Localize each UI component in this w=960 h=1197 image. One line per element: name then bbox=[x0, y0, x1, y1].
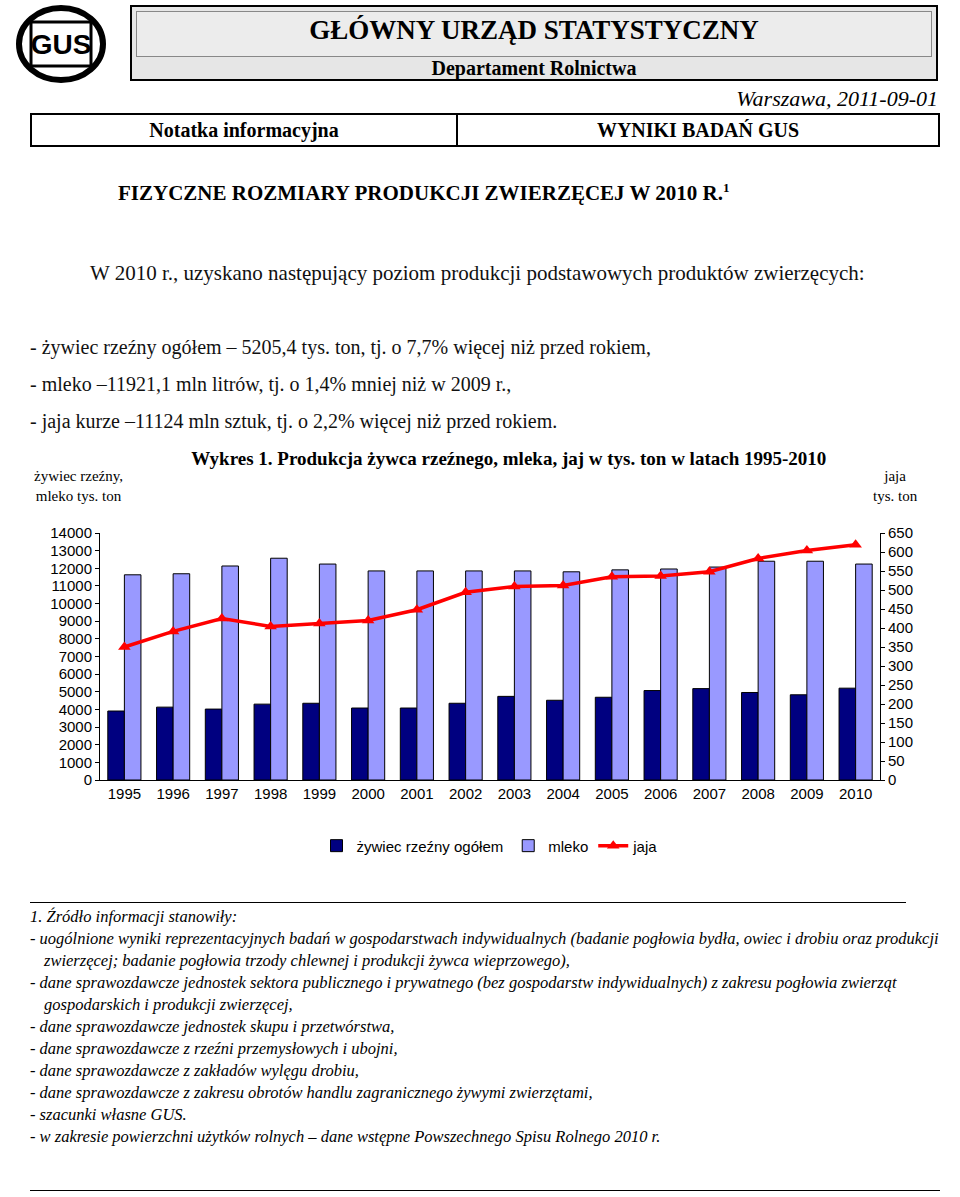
html-text:GŁÓWNY URZĄD STATYSTYCZNY: GŁÓWNY URZĄD STATYSTYCZNY bbox=[309, 15, 759, 45]
html-text:- szacunki własne GUS.: - szacunki własne GUS. bbox=[30, 1105, 187, 1124]
svg-text:8000: 8000 bbox=[59, 630, 92, 647]
svg-text:14000: 14000 bbox=[50, 524, 92, 541]
html-text:- żywiec rzeźny ogółem – 5205,: - żywiec rzeźny ogółem – 5205,4 tys. ton… bbox=[30, 336, 651, 358]
svg-text:jajatys. ton: jajatys. ton bbox=[873, 468, 918, 504]
svg-text:550: 550 bbox=[888, 562, 913, 579]
html-text:- dane sprawozdawcze z rzeźni: - dane sprawozdawcze z rzeźni przemysłow… bbox=[30, 1039, 398, 1058]
svg-text:5000: 5000 bbox=[59, 683, 92, 700]
svg-text:4000: 4000 bbox=[59, 701, 92, 718]
html-text:- dane sprawozdawcze z zakresu: - dane sprawozdawcze z zakresu obrotów h… bbox=[30, 1083, 593, 1102]
svg-text:2008: 2008 bbox=[741, 785, 774, 802]
html-text:WYNIKI BADAŃ GUS: WYNIKI BADAŃ GUS bbox=[596, 119, 800, 141]
svg-text:100: 100 bbox=[888, 733, 913, 750]
svg-text:150: 150 bbox=[888, 714, 913, 731]
svg-text:2003: 2003 bbox=[498, 785, 531, 802]
svg-text:2009: 2009 bbox=[790, 785, 823, 802]
html-text:- dane sprawozdawcze z zakładó: - dane sprawozdawcze z zakładów wylęgu d… bbox=[30, 1061, 359, 1080]
svg-text:650: 650 bbox=[888, 524, 913, 541]
html-text:- dane sprawozdawcze jednostek: - dane sprawozdawcze jednostek skupu i p… bbox=[30, 1017, 395, 1036]
html-text:FIZYCZNE ROZMIARY PRODUKCJI ZW: FIZYCZNE ROZMIARY PRODUKCJI ZWIERZĘCEJ W… bbox=[118, 180, 730, 205]
svg-text:1995: 1995 bbox=[108, 785, 141, 802]
svg-text:9000: 9000 bbox=[59, 612, 92, 629]
svg-text:450: 450 bbox=[888, 600, 913, 617]
svg-text:2000: 2000 bbox=[59, 736, 92, 753]
html-text:- jaja kurze –11124 mln sztuk,: - jaja kurze –11124 mln sztuk, tj. o 2,2… bbox=[30, 410, 558, 432]
svg-text:żywiec rzeźny ogółem: żywiec rzeźny ogółem bbox=[357, 838, 504, 855]
svg-text:200: 200 bbox=[888, 695, 913, 712]
svg-text:2001: 2001 bbox=[400, 785, 433, 802]
svg-text:2002: 2002 bbox=[449, 785, 482, 802]
html-text:- mleko –11921,1 mln litrów, t: - mleko –11921,1 mln litrów, tj. o 1,4% … bbox=[30, 373, 512, 395]
svg-text:1000: 1000 bbox=[59, 754, 92, 771]
html-text:- uogólnione wyniki reprezenta: - uogólnione wyniki reprezentacyjnych ba… bbox=[30, 929, 939, 970]
svg-text:400: 400 bbox=[888, 619, 913, 636]
html-text:- dane sprawozdawcze jednostek: - dane sprawozdawcze jednostek sektora p… bbox=[30, 973, 897, 1014]
svg-text:2010: 2010 bbox=[839, 785, 872, 802]
svg-text:500: 500 bbox=[888, 581, 913, 598]
svg-text:50: 50 bbox=[888, 752, 905, 769]
html-text:Warszawa, 2011-09-01: Warszawa, 2011-09-01 bbox=[736, 86, 938, 111]
svg-text:3000: 3000 bbox=[59, 718, 92, 735]
svg-text:11000: 11000 bbox=[51, 577, 92, 594]
svg-text:mleko: mleko bbox=[548, 838, 588, 855]
svg-text:1999: 1999 bbox=[303, 785, 336, 802]
html-text:Notatka informacyjna: Notatka informacyjna bbox=[149, 119, 339, 141]
svg-text:Wykres 1. Produkcja żywca rzeź: Wykres 1. Produkcja żywca rzeźnego, mlek… bbox=[191, 448, 826, 469]
svg-text:10000: 10000 bbox=[50, 595, 92, 612]
html-text:W 2010 r., uzyskano następując: W 2010 r., uzyskano następujący poziom p… bbox=[90, 261, 865, 285]
svg-text:300: 300 bbox=[888, 657, 913, 674]
html-text:1. Źródło informacji stanowiły: 1. Źródło informacji stanowiły: bbox=[30, 907, 238, 926]
svg-text:0: 0 bbox=[888, 771, 896, 788]
svg-text:1998: 1998 bbox=[254, 785, 287, 802]
svg-text:6000: 6000 bbox=[59, 665, 92, 682]
svg-text:1997: 1997 bbox=[205, 785, 238, 802]
svg-text:600: 600 bbox=[888, 543, 913, 560]
svg-text:350: 350 bbox=[888, 638, 913, 655]
svg-text:2007: 2007 bbox=[693, 785, 726, 802]
svg-text:1996: 1996 bbox=[156, 785, 189, 802]
svg-text:GUS: GUS bbox=[31, 29, 92, 60]
svg-text:13000: 13000 bbox=[50, 542, 92, 559]
svg-text:7000: 7000 bbox=[59, 648, 92, 665]
svg-text:jaja: jaja bbox=[632, 838, 657, 855]
svg-text:250: 250 bbox=[888, 676, 913, 693]
svg-text:2004: 2004 bbox=[546, 785, 579, 802]
svg-text:0: 0 bbox=[84, 771, 92, 788]
svg-text:2000: 2000 bbox=[351, 785, 384, 802]
svg-text:2005: 2005 bbox=[595, 785, 628, 802]
svg-text:2006: 2006 bbox=[644, 785, 677, 802]
html-text:- w zakresie powierzchni użytk: - w zakresie powierzchni użytków rolnych… bbox=[30, 1127, 661, 1146]
svg-text:12000: 12000 bbox=[50, 560, 92, 577]
html-text:Departament Rolnictwa: Departament Rolnictwa bbox=[431, 57, 637, 79]
svg-text:żywiec rzeźny,mleko tys. ton: żywiec rzeźny,mleko tys. ton bbox=[34, 468, 123, 504]
